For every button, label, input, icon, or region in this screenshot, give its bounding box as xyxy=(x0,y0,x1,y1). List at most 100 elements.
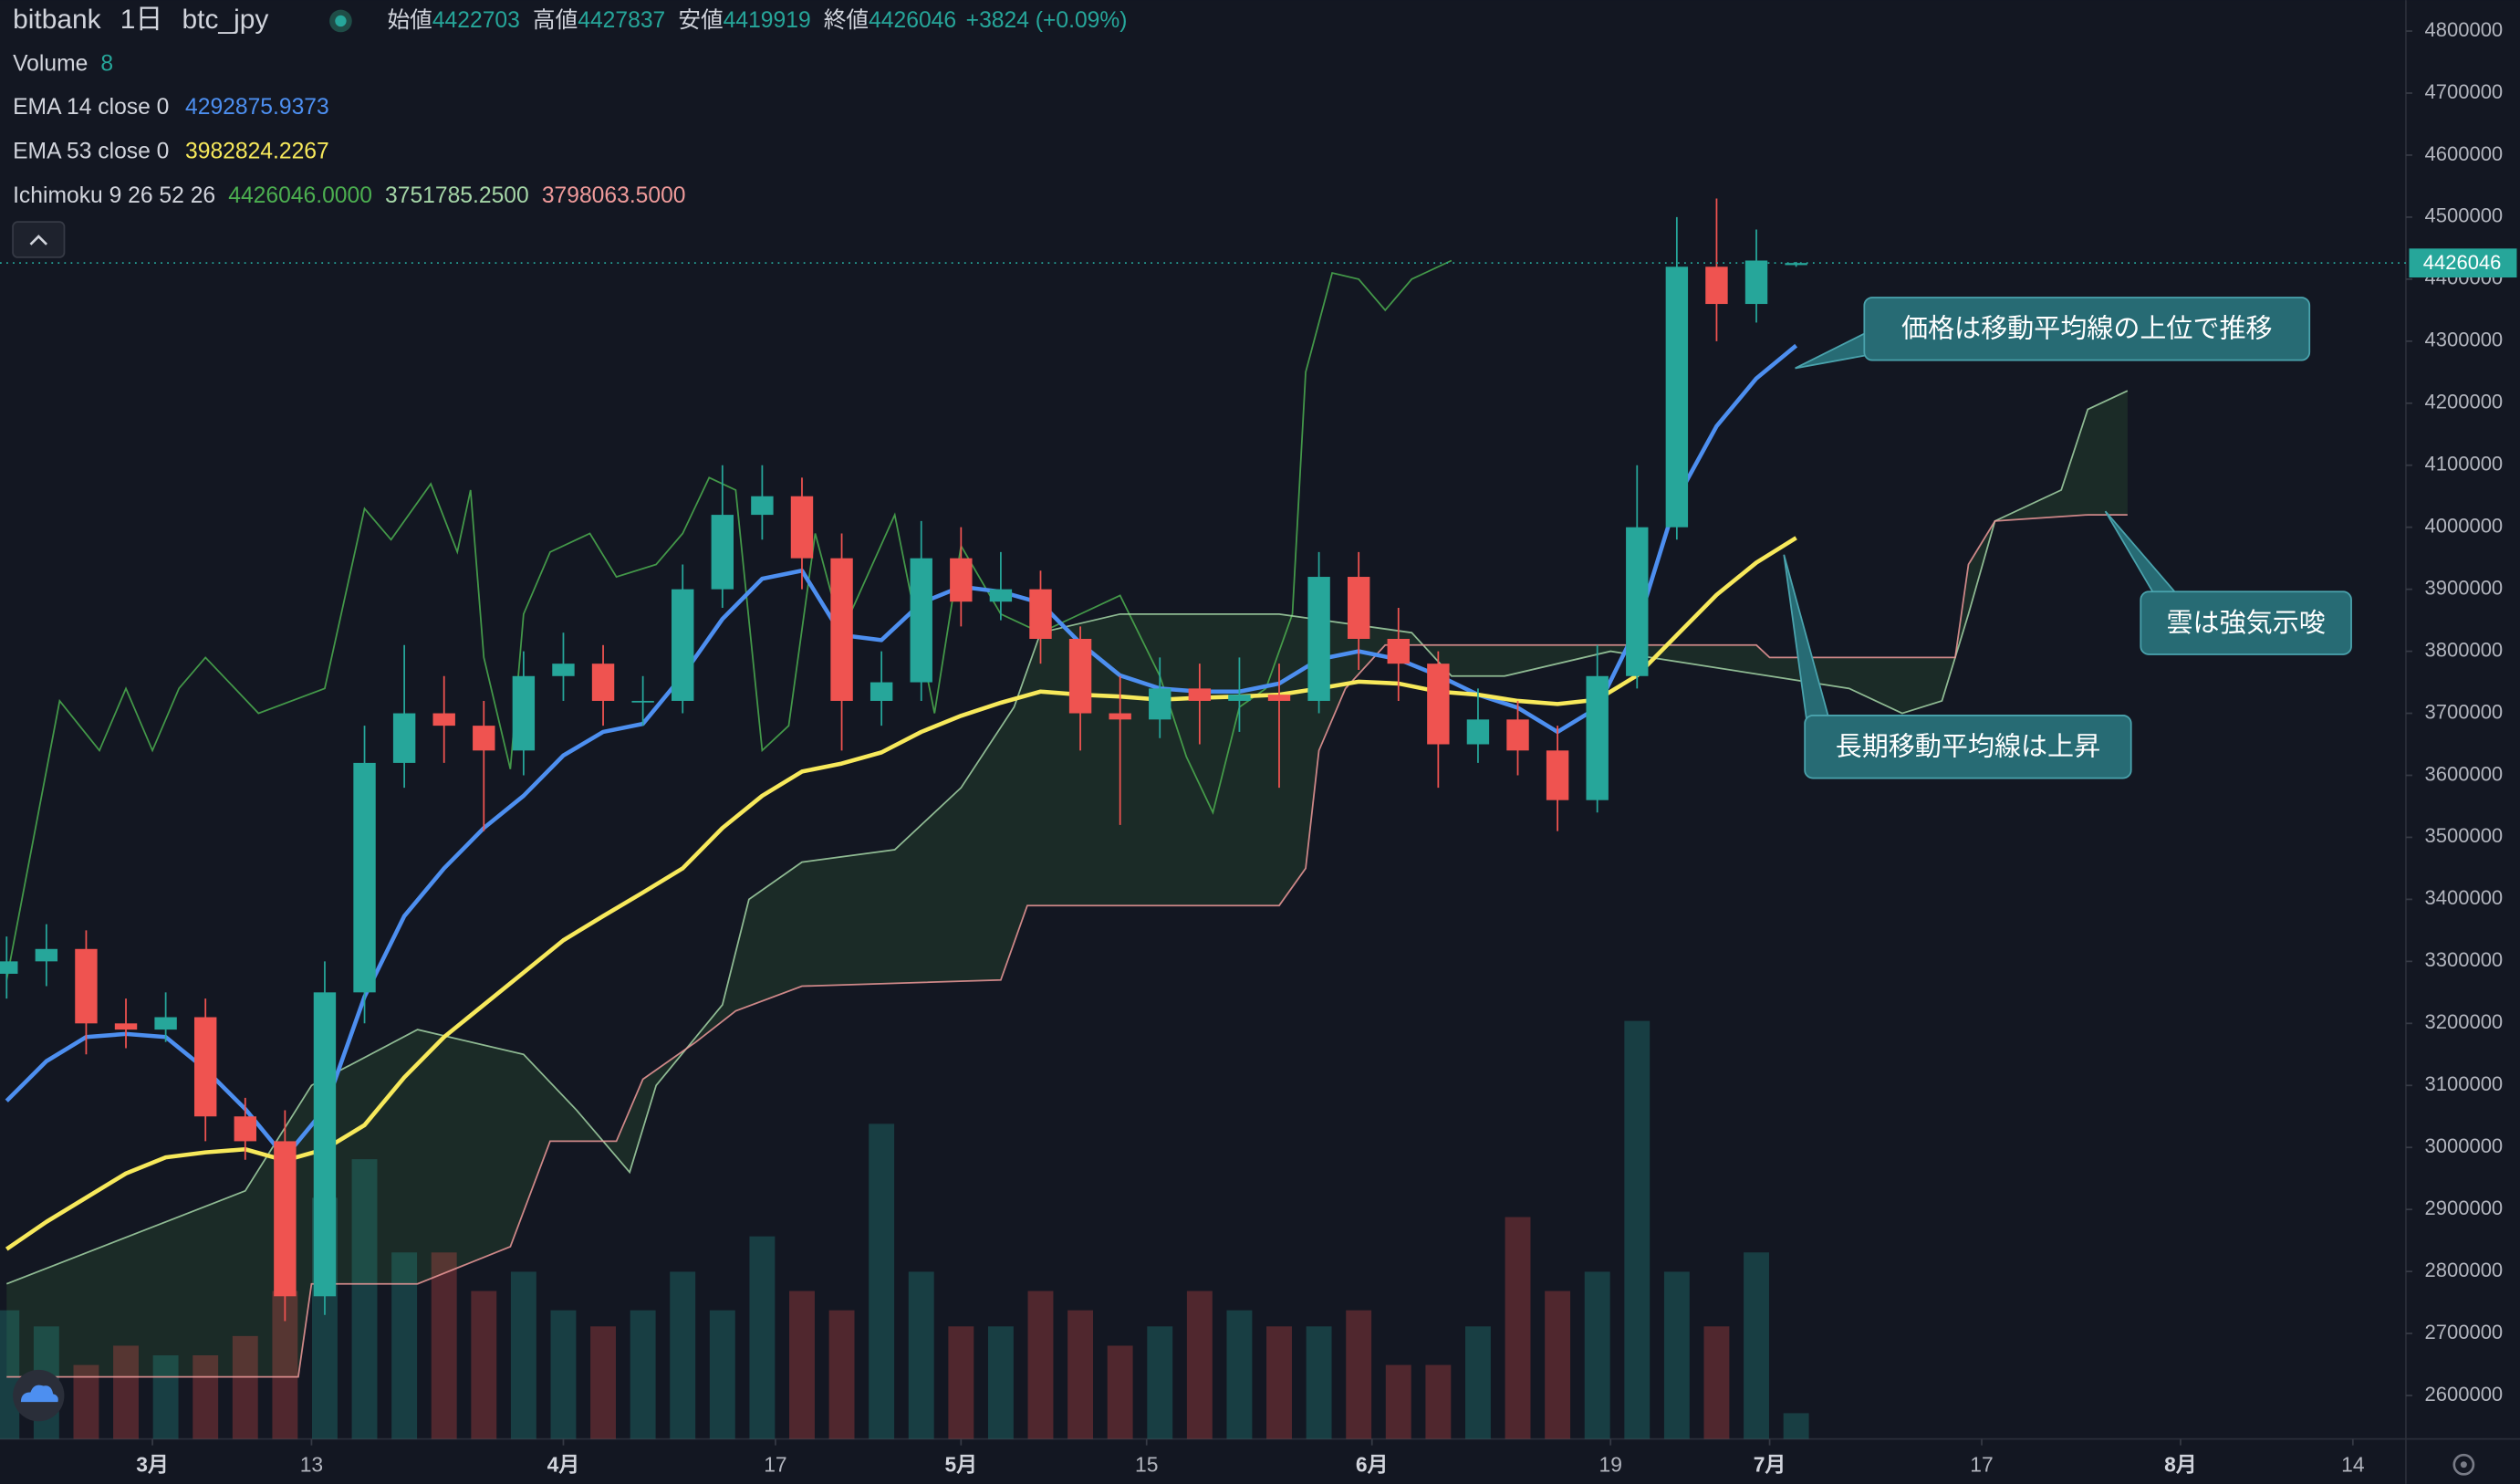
volume-bar xyxy=(789,1291,815,1439)
settings-gear[interactable] xyxy=(2452,1453,2475,1476)
x-tick-label: 8月 xyxy=(2164,1453,2197,1477)
volume-bar xyxy=(1464,1326,1491,1439)
collapse-button[interactable] xyxy=(12,221,66,258)
y-tick-label: 4700000 xyxy=(2425,80,2504,103)
candle-body xyxy=(751,496,774,516)
volume-bar xyxy=(1545,1291,1571,1439)
ichimoku-legend-value: 3798063.5000 xyxy=(542,183,686,207)
candle-body xyxy=(1109,713,1131,720)
volume-legend-label: Volume xyxy=(13,51,88,76)
candle-body xyxy=(353,762,376,993)
ema-legend-value: 3982824.2267 xyxy=(185,139,329,163)
volume-bar xyxy=(908,1271,934,1439)
ema-legend: EMA 53 close 0 3982824.2267 xyxy=(13,139,329,163)
candle-body xyxy=(989,589,1013,602)
ichimoku-line xyxy=(6,514,2128,1378)
x-tick-label: 17 xyxy=(1970,1453,1993,1477)
candle-body xyxy=(552,664,575,676)
ema-legend-value: 4292875.9373 xyxy=(185,95,329,120)
volume-bar xyxy=(391,1252,418,1439)
volume-bar xyxy=(510,1271,536,1439)
candle-body xyxy=(591,664,615,701)
y-tick-label: 2800000 xyxy=(2425,1259,2504,1281)
y-tick-label: 3300000 xyxy=(2425,948,2504,971)
settings-gear-center[interactable] xyxy=(2460,1461,2467,1468)
volume-bar xyxy=(193,1355,219,1439)
volume-bar xyxy=(471,1291,497,1439)
candle-body xyxy=(35,948,58,962)
volume-bar xyxy=(1744,1252,1769,1439)
ohlc-label: 高値 xyxy=(533,6,578,32)
candle-body xyxy=(0,961,18,974)
volume-bar xyxy=(1306,1326,1332,1439)
annotation-box xyxy=(2140,590,2352,655)
last-price-box xyxy=(2409,248,2517,278)
candle-body xyxy=(114,1023,138,1030)
volume-bar xyxy=(232,1335,258,1439)
volume-bar xyxy=(1703,1326,1730,1439)
ohlc-label: 安値 xyxy=(678,6,723,32)
y-tick-label: 3100000 xyxy=(2425,1072,2504,1095)
volume-bar xyxy=(1505,1217,1531,1439)
ichimoku-cloud xyxy=(6,391,2128,1377)
candle-body xyxy=(1785,263,1807,266)
candle-body xyxy=(1188,688,1212,701)
volume-bar xyxy=(828,1310,855,1439)
y-tick-label: 2900000 xyxy=(2425,1197,2504,1219)
volume-bar xyxy=(152,1355,179,1439)
ichimoku-legend-value: 3751785.2500 xyxy=(385,183,529,207)
volume-bar xyxy=(1067,1310,1094,1439)
candle-body xyxy=(711,515,734,590)
volume-bar xyxy=(1385,1364,1411,1439)
candle-body xyxy=(1068,638,1092,714)
y-tick-label: 4300000 xyxy=(2425,329,2504,351)
ohlc-value: 4426046 xyxy=(869,7,956,32)
volume-bar xyxy=(869,1123,895,1439)
candle-body xyxy=(313,992,337,1297)
y-tick-label: 3900000 xyxy=(2425,576,2504,599)
candle-body xyxy=(1586,675,1609,800)
candle-body xyxy=(1029,589,1052,639)
logo-cloud[interactable] xyxy=(20,1385,58,1403)
ohlc-legend: 始値4422703 高値4427837 安値4419919 終値4426046 +382… xyxy=(388,6,1128,32)
candle-body xyxy=(1149,688,1171,720)
candle-layer xyxy=(0,198,1807,1322)
volume-bar xyxy=(0,1310,20,1439)
ichimoku-legend-label: Ichimoku 9 26 52 26 xyxy=(13,183,215,207)
ema-legend: EMA 14 close 0 4292875.9373 xyxy=(13,95,329,120)
annotation-box xyxy=(1863,297,2311,361)
last-price-label: 4426046 xyxy=(2423,251,2502,274)
candle-body xyxy=(512,675,536,751)
ohlc-change: +3824 (+0.09%) xyxy=(966,7,1128,32)
volume-bar xyxy=(431,1252,457,1439)
volume-bar xyxy=(1186,1291,1213,1439)
y-tick-label: 3800000 xyxy=(2425,638,2504,661)
volume-bar xyxy=(709,1310,735,1439)
x-tick-label: 3月 xyxy=(136,1453,169,1477)
market-status-dot-inner xyxy=(335,15,347,27)
volume-bar xyxy=(1425,1364,1452,1439)
annotation-box xyxy=(1804,715,2132,779)
collapse-icon[interactable] xyxy=(29,235,48,246)
y-tick-label: 2600000 xyxy=(2425,1383,2504,1406)
candle-body xyxy=(1665,266,1689,528)
candle-body xyxy=(1347,577,1370,639)
volume-bar xyxy=(987,1326,1014,1439)
collapse-button-box[interactable] xyxy=(12,221,66,258)
x-tick-label: 17 xyxy=(764,1453,786,1477)
volume-bar xyxy=(1107,1345,1133,1439)
ema-legend-label: EMA 53 close 0 xyxy=(13,139,169,163)
ohlc-label: 始値 xyxy=(388,6,432,32)
settings-button[interactable] xyxy=(2452,1453,2475,1476)
volume-bar xyxy=(670,1271,696,1439)
symbol-exchange: bitbank xyxy=(13,5,102,35)
x-tick-label: 6月 xyxy=(1356,1453,1389,1477)
y-tick-label: 4500000 xyxy=(2425,204,2504,227)
logo[interactable] xyxy=(13,1369,65,1422)
ohlc-label: 終値 xyxy=(824,6,869,32)
candle-body xyxy=(473,726,495,751)
volume-bar xyxy=(590,1326,616,1439)
volume-bar xyxy=(1266,1326,1292,1439)
